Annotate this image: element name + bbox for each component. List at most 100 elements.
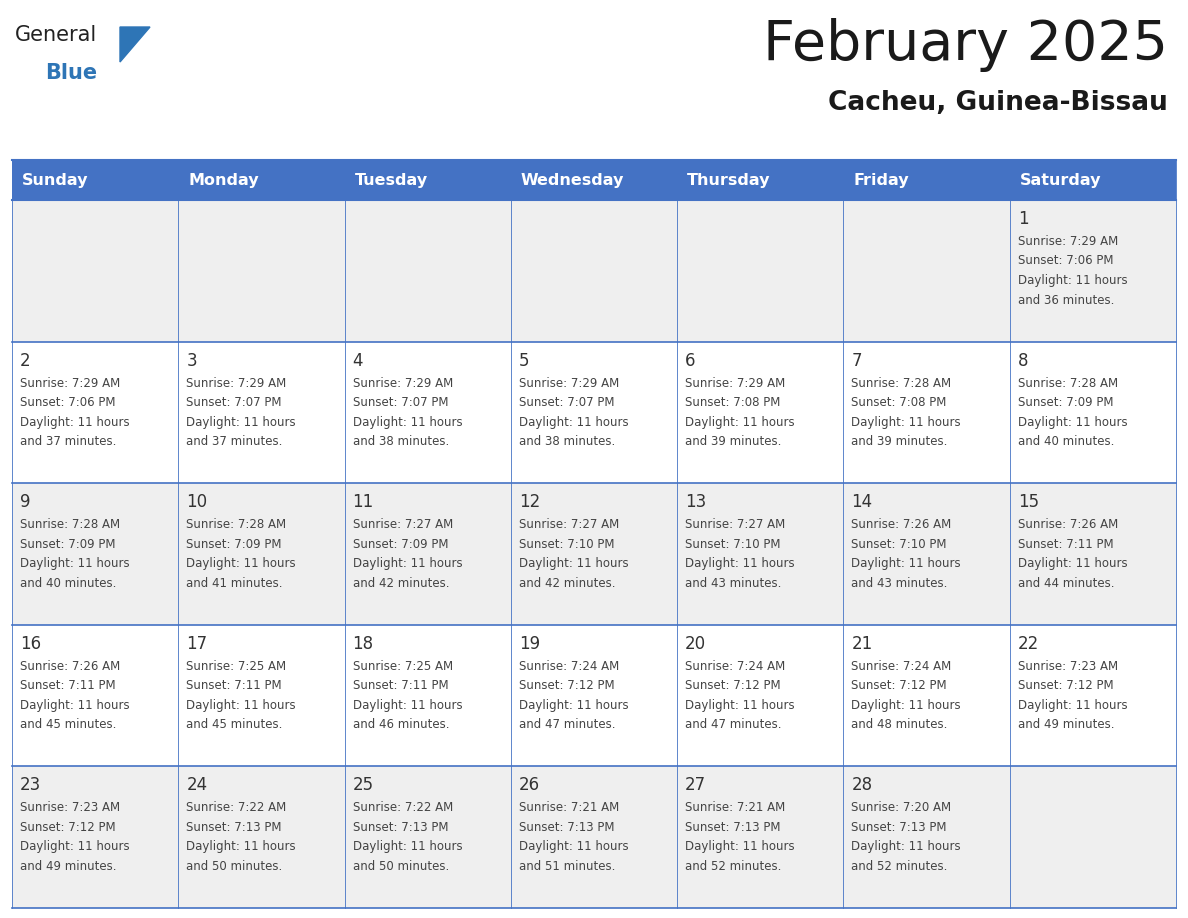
Text: Sunrise: 7:25 AM: Sunrise: 7:25 AM <box>187 660 286 673</box>
Text: Sunset: 7:09 PM: Sunset: 7:09 PM <box>20 538 115 551</box>
Text: 16: 16 <box>20 635 42 653</box>
Text: Sunrise: 7:29 AM: Sunrise: 7:29 AM <box>1018 235 1118 248</box>
Text: Sunrise: 7:29 AM: Sunrise: 7:29 AM <box>685 376 785 389</box>
FancyBboxPatch shape <box>511 160 677 200</box>
Text: Daylight: 11 hours: Daylight: 11 hours <box>519 557 628 570</box>
FancyBboxPatch shape <box>677 200 843 341</box>
FancyBboxPatch shape <box>1010 483 1176 625</box>
FancyBboxPatch shape <box>1010 767 1176 908</box>
FancyBboxPatch shape <box>677 625 843 767</box>
Text: 8: 8 <box>1018 352 1029 370</box>
FancyBboxPatch shape <box>1010 160 1176 200</box>
Text: Sunset: 7:12 PM: Sunset: 7:12 PM <box>519 679 614 692</box>
Text: Sunrise: 7:22 AM: Sunrise: 7:22 AM <box>353 801 453 814</box>
FancyBboxPatch shape <box>178 625 345 767</box>
Text: and 41 minutes.: and 41 minutes. <box>187 577 283 589</box>
Text: Sunset: 7:11 PM: Sunset: 7:11 PM <box>1018 538 1113 551</box>
FancyBboxPatch shape <box>511 200 677 341</box>
Text: 20: 20 <box>685 635 707 653</box>
Text: Sunset: 7:13 PM: Sunset: 7:13 PM <box>187 821 282 834</box>
Text: General: General <box>15 25 97 45</box>
Text: Daylight: 11 hours: Daylight: 11 hours <box>519 840 628 854</box>
Text: Sunset: 7:12 PM: Sunset: 7:12 PM <box>685 679 781 692</box>
FancyBboxPatch shape <box>178 767 345 908</box>
FancyBboxPatch shape <box>12 483 178 625</box>
Text: Sunrise: 7:29 AM: Sunrise: 7:29 AM <box>353 376 453 389</box>
Text: Sunset: 7:12 PM: Sunset: 7:12 PM <box>20 821 115 834</box>
Text: Daylight: 11 hours: Daylight: 11 hours <box>187 699 296 711</box>
Text: Sunset: 7:12 PM: Sunset: 7:12 PM <box>852 679 947 692</box>
Text: and 46 minutes.: and 46 minutes. <box>353 718 449 732</box>
Text: 1: 1 <box>1018 210 1029 228</box>
Text: Sunrise: 7:29 AM: Sunrise: 7:29 AM <box>20 376 120 389</box>
FancyBboxPatch shape <box>178 160 345 200</box>
Text: 6: 6 <box>685 352 696 370</box>
Text: Sunday: Sunday <box>23 173 88 187</box>
Text: Daylight: 11 hours: Daylight: 11 hours <box>187 840 296 854</box>
Text: Wednesday: Wednesday <box>520 173 624 187</box>
FancyBboxPatch shape <box>12 160 178 200</box>
Text: Sunset: 7:09 PM: Sunset: 7:09 PM <box>187 538 282 551</box>
Text: Sunrise: 7:29 AM: Sunrise: 7:29 AM <box>187 376 286 389</box>
FancyBboxPatch shape <box>1010 200 1176 341</box>
Text: Blue: Blue <box>45 63 97 83</box>
Text: and 49 minutes.: and 49 minutes. <box>20 860 116 873</box>
FancyBboxPatch shape <box>345 341 511 483</box>
Text: Daylight: 11 hours: Daylight: 11 hours <box>1018 699 1127 711</box>
Text: and 52 minutes.: and 52 minutes. <box>685 860 782 873</box>
FancyBboxPatch shape <box>345 483 511 625</box>
Text: Sunrise: 7:24 AM: Sunrise: 7:24 AM <box>852 660 952 673</box>
Text: and 52 minutes.: and 52 minutes. <box>852 860 948 873</box>
Text: Sunset: 7:10 PM: Sunset: 7:10 PM <box>519 538 614 551</box>
Text: Sunset: 7:09 PM: Sunset: 7:09 PM <box>1018 396 1113 409</box>
Text: 13: 13 <box>685 493 707 511</box>
Text: Daylight: 11 hours: Daylight: 11 hours <box>852 557 961 570</box>
Text: Sunset: 7:08 PM: Sunset: 7:08 PM <box>852 396 947 409</box>
FancyBboxPatch shape <box>843 483 1010 625</box>
Text: Sunset: 7:06 PM: Sunset: 7:06 PM <box>1018 254 1113 267</box>
Text: and 37 minutes.: and 37 minutes. <box>187 435 283 448</box>
Text: Daylight: 11 hours: Daylight: 11 hours <box>187 416 296 429</box>
Text: Sunrise: 7:28 AM: Sunrise: 7:28 AM <box>20 518 120 532</box>
Text: Sunrise: 7:24 AM: Sunrise: 7:24 AM <box>519 660 619 673</box>
Text: Sunset: 7:13 PM: Sunset: 7:13 PM <box>353 821 448 834</box>
Text: Sunset: 7:08 PM: Sunset: 7:08 PM <box>685 396 781 409</box>
Text: Sunset: 7:13 PM: Sunset: 7:13 PM <box>852 821 947 834</box>
Text: and 48 minutes.: and 48 minutes. <box>852 718 948 732</box>
Text: and 47 minutes.: and 47 minutes. <box>685 718 782 732</box>
Text: 3: 3 <box>187 352 197 370</box>
FancyBboxPatch shape <box>178 200 345 341</box>
Text: 17: 17 <box>187 635 208 653</box>
FancyBboxPatch shape <box>178 483 345 625</box>
FancyBboxPatch shape <box>843 160 1010 200</box>
Text: and 50 minutes.: and 50 minutes. <box>187 860 283 873</box>
Text: Sunrise: 7:28 AM: Sunrise: 7:28 AM <box>852 376 952 389</box>
Text: 11: 11 <box>353 493 374 511</box>
Text: and 45 minutes.: and 45 minutes. <box>187 718 283 732</box>
Text: Sunrise: 7:27 AM: Sunrise: 7:27 AM <box>353 518 453 532</box>
Text: and 51 minutes.: and 51 minutes. <box>519 860 615 873</box>
FancyBboxPatch shape <box>843 625 1010 767</box>
Text: Sunrise: 7:29 AM: Sunrise: 7:29 AM <box>519 376 619 389</box>
Text: and 49 minutes.: and 49 minutes. <box>1018 718 1114 732</box>
Text: and 42 minutes.: and 42 minutes. <box>519 577 615 589</box>
Text: Cacheu, Guinea-Bissau: Cacheu, Guinea-Bissau <box>828 90 1168 116</box>
FancyBboxPatch shape <box>677 483 843 625</box>
FancyBboxPatch shape <box>1010 341 1176 483</box>
Text: 2: 2 <box>20 352 31 370</box>
Text: Daylight: 11 hours: Daylight: 11 hours <box>187 557 296 570</box>
Text: and 42 minutes.: and 42 minutes. <box>353 577 449 589</box>
Text: Daylight: 11 hours: Daylight: 11 hours <box>20 699 129 711</box>
Text: Sunset: 7:11 PM: Sunset: 7:11 PM <box>20 679 115 692</box>
Text: Sunset: 7:07 PM: Sunset: 7:07 PM <box>519 396 614 409</box>
Text: Saturday: Saturday <box>1019 173 1101 187</box>
Text: Sunrise: 7:22 AM: Sunrise: 7:22 AM <box>187 801 286 814</box>
Text: February 2025: February 2025 <box>763 18 1168 72</box>
Text: Monday: Monday <box>188 173 259 187</box>
Text: Daylight: 11 hours: Daylight: 11 hours <box>852 840 961 854</box>
Text: Sunrise: 7:24 AM: Sunrise: 7:24 AM <box>685 660 785 673</box>
FancyBboxPatch shape <box>511 483 677 625</box>
Text: Daylight: 11 hours: Daylight: 11 hours <box>1018 416 1127 429</box>
Text: Sunrise: 7:20 AM: Sunrise: 7:20 AM <box>852 801 952 814</box>
Text: and 50 minutes.: and 50 minutes. <box>353 860 449 873</box>
